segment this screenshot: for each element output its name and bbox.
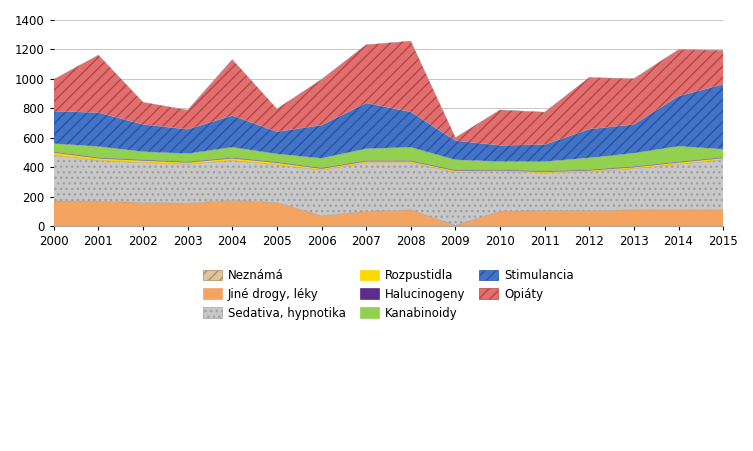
- Legend: Neznámá, Jiné drogy, léky, Sedativa, hypnotika, Rozpustidla, Halucinogeny, Kanab: Neznámá, Jiné drogy, léky, Sedativa, hyp…: [200, 265, 578, 323]
